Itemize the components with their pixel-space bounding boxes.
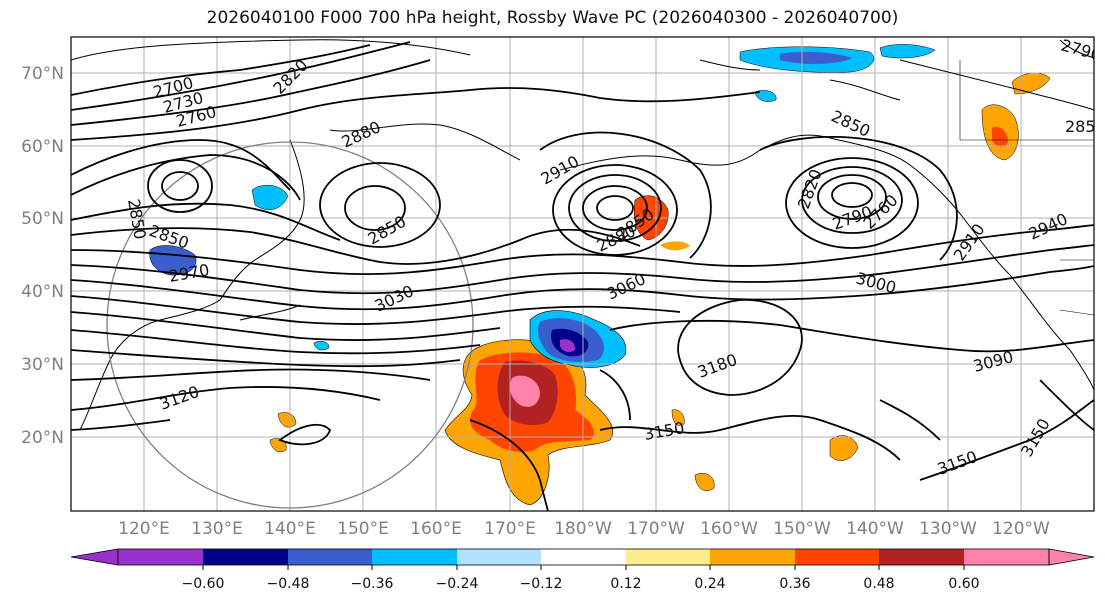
- latitude-labels: 70°N 60°N 50°N 40°N 30°N 20°N: [21, 64, 64, 448]
- colorbar-segment: [964, 549, 1049, 565]
- colorbar-segment: [626, 549, 710, 565]
- contour-label: 2850: [1065, 117, 1105, 136]
- negative-spot-alaska: [754, 90, 777, 102]
- colorbar-extend-left: [70, 548, 119, 566]
- lon-label: 150°W: [773, 519, 831, 539]
- positive-spot-hawaii: [829, 435, 859, 461]
- colorbar-tick-label: 0.36: [779, 576, 810, 592]
- colorbar-segment: [203, 549, 288, 565]
- colorbar-segment: [372, 549, 457, 565]
- lon-label: 130°E: [191, 519, 243, 539]
- lon-label: 170°E: [484, 519, 536, 539]
- positive-spot-ridge: [671, 409, 685, 426]
- longitude-labels: 120°E 130°E 140°E 150°E 160°E 170°E 180°…: [118, 519, 1050, 539]
- negative-spot-arctic-east: [879, 44, 936, 59]
- colorbar-tick-label: −0.48: [267, 576, 310, 592]
- lon-label: 150°E: [337, 519, 389, 539]
- lat-label: 50°N: [21, 209, 64, 229]
- lon-label: 140°E: [264, 519, 316, 539]
- positive-spot-west-1: [277, 412, 297, 428]
- map-frame: [70, 36, 1095, 512]
- colorbar-tick-label: −0.12: [520, 576, 563, 592]
- colorbar-segment: [710, 549, 795, 565]
- lat-label: 20°N: [21, 428, 64, 448]
- colorbar-tick-label: 0.48: [863, 576, 894, 592]
- height-contours: [71, 41, 1094, 511]
- lat-label: 70°N: [21, 64, 64, 84]
- lon-label: 180°W: [554, 519, 612, 539]
- highlight-circle: [106, 141, 474, 509]
- colorbar-tick-label: 0.24: [694, 576, 725, 592]
- country-borders: [959, 60, 1094, 316]
- map-title: 2026040100 F000 700 hPa height, Rossby W…: [206, 8, 899, 28]
- graticule: [71, 37, 1094, 511]
- lon-label: 160°E: [410, 519, 462, 539]
- negative-spot-japan-sea: [149, 245, 197, 276]
- lon-label: 170°W: [627, 519, 685, 539]
- colorbar-tick-label: −0.60: [182, 576, 225, 592]
- colorbar: −0.60 −0.48 −0.36 −0.24 −0.12 0.12 0.24 …: [70, 548, 1095, 592]
- lon-label: 120°E: [118, 519, 170, 539]
- lat-label: 30°N: [21, 355, 64, 375]
- positive-spot-alaska-gulf-rim: [660, 241, 690, 251]
- colorbar-tick-label: −0.36: [351, 576, 394, 592]
- positive-anomaly-peak: [510, 375, 540, 407]
- negative-spot-pacific: [313, 340, 330, 351]
- lat-label: 40°N: [21, 282, 64, 302]
- lon-label: 140°W: [846, 519, 904, 539]
- negative-spot-arctic-core: [780, 51, 852, 64]
- colorbar-segment: [457, 549, 541, 565]
- anomaly-shading: [149, 44, 1051, 506]
- colorbar-segment: [541, 549, 626, 565]
- positive-spot-west-2: [269, 438, 287, 453]
- positive-spot-south-1: [694, 472, 715, 491]
- negative-spot-siberia: [251, 184, 289, 211]
- lat-label: 60°N: [21, 137, 64, 157]
- negative-anomaly-peak: [560, 339, 576, 353]
- colorbar-extend-right: [1048, 548, 1095, 566]
- lon-label: 120°W: [992, 519, 1050, 539]
- colorbar-segment: [795, 549, 879, 565]
- positive-spot-canada-core: [992, 126, 1008, 148]
- colorbar-segment: [118, 549, 203, 565]
- colorbar-tick-label: 0.60: [948, 576, 979, 592]
- lon-label: 130°W: [919, 519, 977, 539]
- colorbar-segment: [879, 549, 964, 565]
- colorbar-segment: [288, 549, 372, 565]
- lon-label: 160°W: [700, 519, 758, 539]
- colorbar-tick-label: −0.24: [436, 576, 479, 592]
- colorbar-tick-label: 0.12: [610, 576, 641, 592]
